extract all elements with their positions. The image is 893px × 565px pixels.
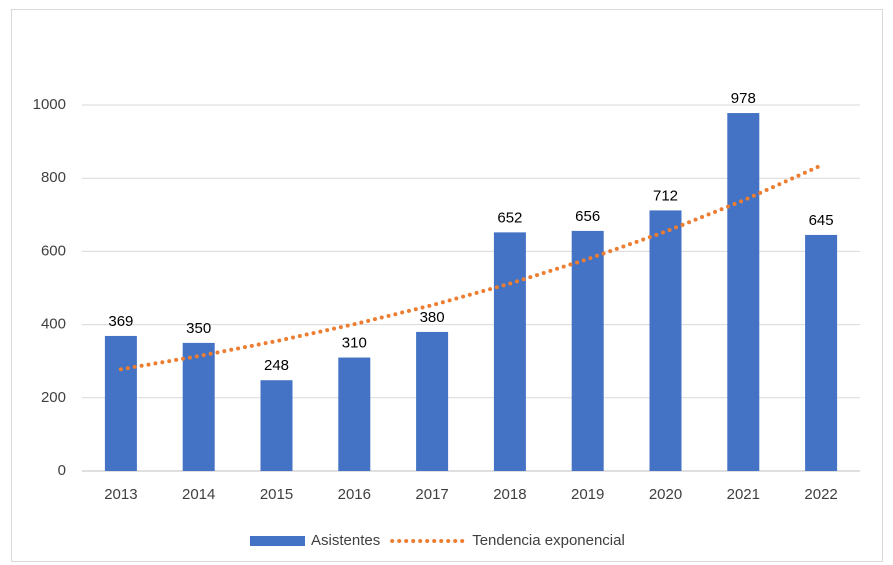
bar [104, 335, 137, 471]
x-tick-label: 2013 [104, 486, 137, 503]
data-label: 656 [575, 208, 600, 225]
bar [416, 331, 449, 471]
y-tick-label: 600 [41, 242, 66, 259]
x-tick-label: 2021 [727, 486, 760, 503]
bar [805, 234, 838, 471]
data-label: 978 [731, 90, 756, 107]
y-tick-label: 800 [41, 169, 66, 186]
trend-line [118, 163, 824, 372]
y-tick-label: 200 [41, 389, 66, 406]
x-tick-label: 2020 [649, 486, 682, 503]
data-label: 248 [264, 357, 289, 374]
bar [727, 113, 760, 471]
bar [260, 380, 293, 471]
x-tick-label: 2016 [338, 486, 371, 503]
legend-swatch [250, 536, 305, 546]
data-label: 652 [497, 209, 522, 226]
x-tick-label: 2017 [415, 486, 448, 503]
x-tick-label: 2022 [804, 486, 837, 503]
bar [571, 230, 604, 471]
data-label: 712 [653, 187, 678, 204]
data-label: 645 [809, 212, 834, 229]
bar [493, 232, 526, 471]
legend-label: Asistentes [311, 532, 380, 549]
x-tick-label: 2014 [182, 486, 215, 503]
x-tick-label: 2015 [260, 486, 293, 503]
data-label: 310 [342, 335, 367, 352]
y-tick-label: 400 [41, 316, 66, 333]
legend-label: Tendencia exponencial [472, 532, 625, 549]
y-tick-label: 1000 [33, 96, 66, 113]
data-label: 380 [420, 309, 445, 326]
x-tick-label: 2019 [571, 486, 604, 503]
data-label: 350 [186, 320, 211, 337]
bar [338, 357, 371, 471]
bar [182, 342, 215, 471]
x-tick-label: 2018 [493, 486, 526, 503]
y-tick-label: 0 [58, 462, 66, 479]
bar [649, 210, 682, 471]
data-label: 369 [108, 313, 133, 330]
